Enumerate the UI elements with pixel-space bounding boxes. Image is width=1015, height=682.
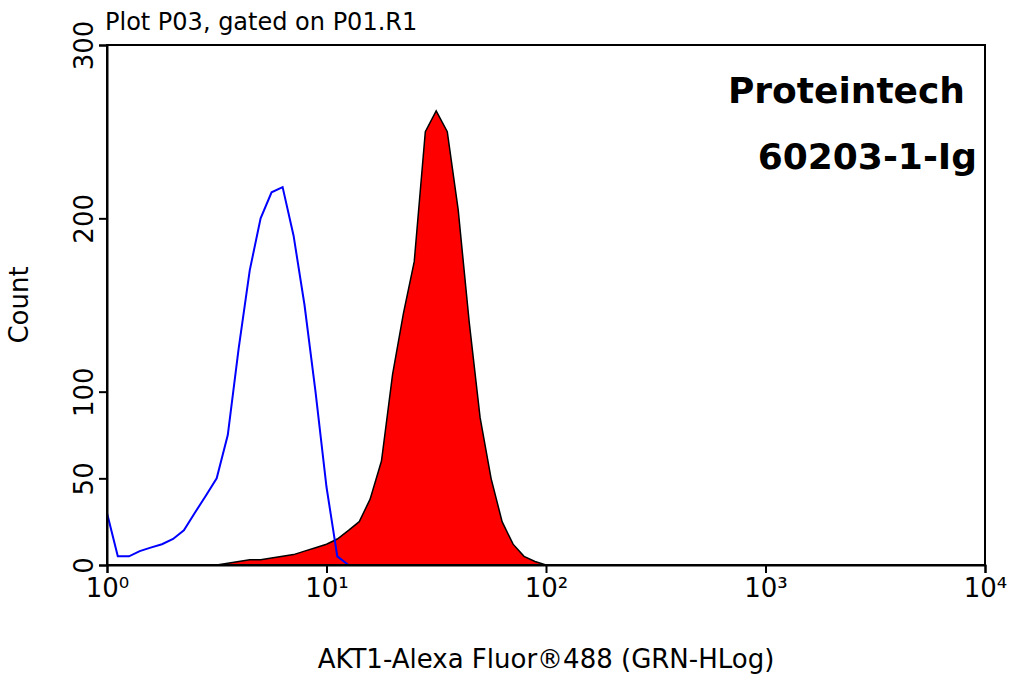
x-tick-label: 10³	[744, 573, 788, 603]
y-tick-label: 100	[69, 367, 99, 417]
plot-frame	[107, 45, 985, 565]
x-tick: 10⁴	[964, 565, 1008, 603]
y-tick: 0	[69, 557, 107, 574]
y-tick-label: 300	[69, 21, 99, 71]
histogram-area	[107, 111, 612, 565]
y-tick: 50	[69, 462, 107, 495]
plot-area	[107, 111, 612, 565]
y-tick: 200	[69, 194, 107, 244]
x-axis: 10⁰ 10¹ 10² 10³ 10⁴	[86, 565, 1008, 603]
histogram-line	[107, 187, 612, 565]
x-tick: 10²	[525, 565, 569, 603]
x-tick: 10³	[744, 565, 788, 603]
y-axis-line	[99, 46, 108, 566]
x-tick-label: 10⁴	[964, 573, 1008, 603]
chart: 10⁰ 10¹ 10² 10³ 10⁴ 0 50 100 200 300Plot P03, gat…	[0, 0, 1015, 682]
annotation: 60203-1-Ig	[758, 136, 977, 177]
annotation: Proteintech	[728, 70, 965, 111]
x-tick-label: 10¹	[305, 573, 349, 603]
y-tick-mark	[99, 391, 107, 393]
y-tick-label: 200	[69, 194, 99, 244]
x-axis-line	[108, 566, 986, 574]
y-axis: 0 50 100 200 300	[69, 21, 108, 574]
y-tick: 100	[69, 367, 107, 417]
x-axis-label: AKT1-Alexa Fluor®488 (GRN-HLog)	[318, 644, 775, 674]
x-tick-mark	[765, 565, 767, 573]
y-tick-mark	[99, 218, 107, 220]
y-tick-label: 50	[69, 462, 99, 495]
y-tick-mark	[99, 478, 107, 480]
y-tick-mark	[99, 565, 107, 567]
x-tick-label: 10⁰	[86, 573, 130, 603]
y-tick: 300	[69, 21, 107, 71]
y-axis-label: Count	[4, 266, 34, 343]
x-tick: 10¹	[305, 565, 349, 603]
x-tick-mark	[546, 565, 548, 573]
x-tick-label: 10²	[525, 573, 569, 603]
title: Plot P03, gated on P01.R1	[105, 8, 417, 36]
x-tick-mark	[985, 565, 987, 573]
x-tick-mark	[326, 565, 328, 573]
y-tick-mark	[99, 45, 107, 47]
y-tick-label: 0	[69, 557, 99, 574]
